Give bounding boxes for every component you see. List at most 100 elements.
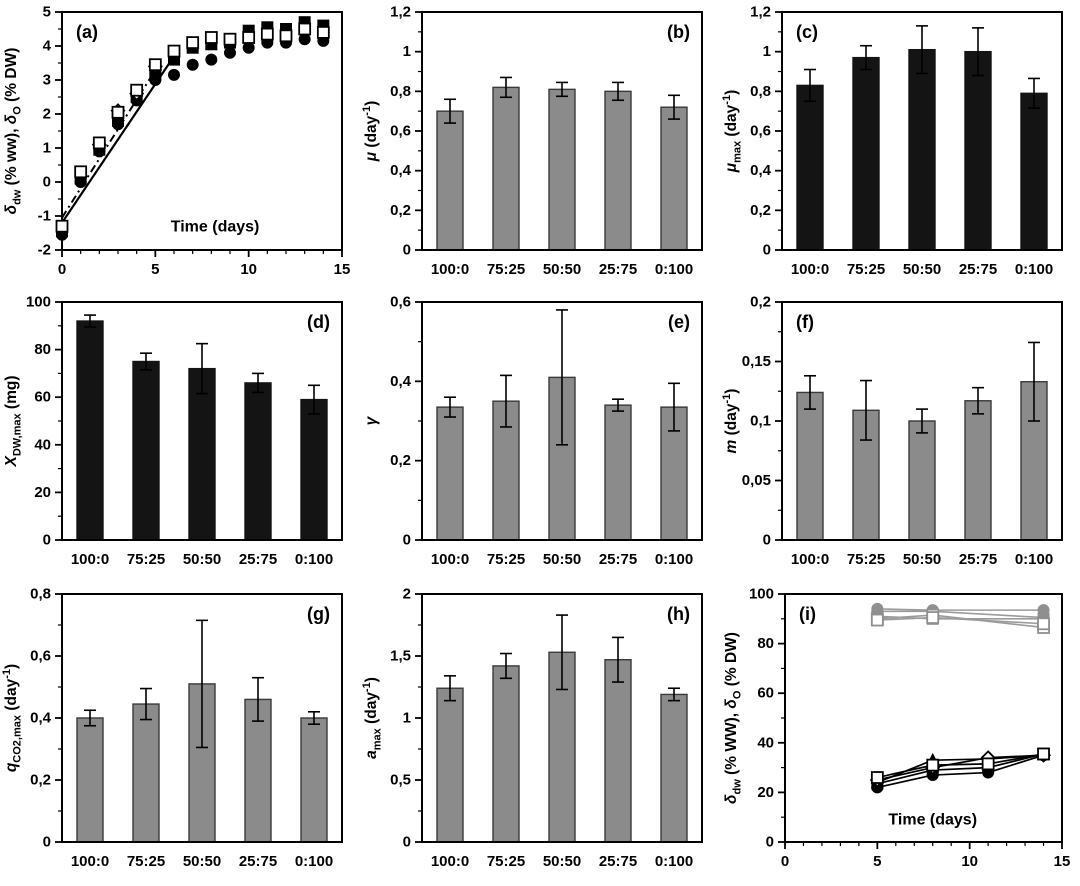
svg-text:0: 0 [781, 853, 789, 870]
svg-text:Time (days): Time (days) [888, 812, 977, 829]
svg-text:0,15: 0,15 [742, 353, 771, 370]
svg-text:0:100: 0:100 [1015, 551, 1053, 568]
svg-text:1: 1 [403, 43, 411, 60]
chart-svg-g: 0 0,2 0,4 0,6 0,8 100:0 75:25 50:50 25:75 0:100 qC… [0, 580, 360, 886]
svg-text:75:25: 75:25 [847, 261, 885, 278]
svg-text:δdw (% WW), δO (% DW): δdw (% WW), δO (% DW) [723, 632, 744, 804]
svg-text:2: 2 [43, 106, 51, 123]
svg-text:0: 0 [766, 834, 774, 851]
svg-text:(f): (f) [796, 312, 814, 332]
svg-text:50:50: 50:50 [543, 551, 581, 568]
svg-text:0,2: 0,2 [750, 294, 771, 311]
svg-text:0,2: 0,2 [30, 772, 51, 789]
svg-text:25:75: 25:75 [599, 853, 637, 870]
svg-text:50:50: 50:50 [903, 551, 941, 568]
svg-text:0: 0 [58, 261, 66, 278]
svg-text:0,2: 0,2 [390, 452, 411, 469]
panel-e-chart: 0 0,2 0,4 0,6 100:0 75:25 50:50 25:75 0:100 γ (e) [360, 290, 720, 580]
svg-text:(b): (b) [667, 22, 690, 42]
svg-text:1,2: 1,2 [750, 4, 771, 21]
svg-text:100:0: 100:0 [71, 853, 109, 870]
svg-text:40: 40 [757, 734, 774, 751]
svg-text:75:25: 75:25 [847, 551, 885, 568]
svg-text:0: 0 [763, 532, 771, 549]
svg-text:0,6: 0,6 [390, 294, 411, 311]
svg-text:100:0: 100:0 [431, 551, 469, 568]
svg-text:15: 15 [1054, 853, 1071, 870]
svg-text:-2: -2 [38, 242, 51, 259]
svg-text:0:100: 0:100 [655, 261, 693, 278]
svg-text:25:75: 25:75 [959, 261, 997, 278]
svg-text:0,1: 0,1 [750, 413, 771, 430]
svg-text:0,05: 0,05 [742, 472, 771, 489]
svg-text:(d): (d) [307, 312, 330, 332]
svg-text:50:50: 50:50 [183, 853, 221, 870]
panel-d-chart: 0 20 40 60 80 100 100:0 75:25 50:50 25:75 0:100 XDW… [0, 290, 360, 580]
svg-text:μmax (day-1): μmax (day-1) [721, 90, 744, 174]
svg-text:0,4: 0,4 [390, 162, 412, 179]
svg-text:5: 5 [873, 853, 881, 870]
svg-text:m (day-1): m (day-1) [721, 389, 740, 454]
svg-text:(c): (c) [796, 22, 818, 42]
panel-f-chart: 0 0,05 0,1 0,15 0,2 100:0 75:25 50:50 25:75 0:100… [720, 290, 1080, 580]
svg-text:100:0: 100:0 [71, 551, 109, 568]
svg-text:25:75: 25:75 [959, 551, 997, 568]
svg-text:50:50: 50:50 [183, 551, 221, 568]
svg-text:4: 4 [43, 38, 52, 55]
svg-text:100:0: 100:0 [791, 261, 829, 278]
svg-text:1,2: 1,2 [390, 4, 411, 21]
svg-text:0,2: 0,2 [750, 202, 771, 219]
svg-text:75:25: 75:25 [487, 261, 525, 278]
svg-text:0,4: 0,4 [750, 162, 772, 179]
svg-text:qCO2,max (day-1): qCO2,max (day-1) [1, 664, 24, 772]
svg-text:0,2: 0,2 [390, 202, 411, 219]
chart-svg-b: 0 0,2 0,4 0,6 0,8 1 1,2 100:0 75:25 50:50 25:75 0:1… [360, 0, 720, 290]
svg-text:100:0: 100:0 [431, 853, 469, 870]
svg-text:100:0: 100:0 [791, 551, 829, 568]
chart-svg-c: 0 0,2 0,4 0,6 0,8 1 1,2 100:0 75:25 50:50 25:75 0:1… [720, 0, 1080, 290]
svg-text:0,4: 0,4 [390, 373, 412, 390]
svg-text:75:25: 75:25 [487, 551, 525, 568]
svg-text:2: 2 [403, 586, 411, 603]
chart-svg-h: 0 0,5 1 1,5 2 100:0 75:25 50:50 25:75 0:100 amax (… [360, 580, 720, 886]
svg-text:(a): (a) [76, 22, 98, 42]
svg-text:25:75: 25:75 [599, 551, 637, 568]
svg-text:0: 0 [403, 834, 411, 851]
svg-text:0: 0 [403, 532, 411, 549]
svg-text:1: 1 [43, 140, 51, 157]
panel-g-chart: 0 0,2 0,4 0,6 0,8 100:0 75:25 50:50 25:75 0:100 qC… [0, 580, 360, 886]
svg-text:20: 20 [757, 784, 774, 801]
svg-text:60: 60 [34, 389, 51, 406]
panel-b-chart: 0 0,2 0,4 0,6 0,8 1 1,2 100:0 75:25 50:50 25:75 0:1… [360, 0, 720, 290]
svg-text:μ (day-1): μ (day-1) [361, 101, 380, 163]
svg-text:100: 100 [26, 294, 51, 311]
chart-svg-e: 0 0,2 0,4 0,6 100:0 75:25 50:50 25:75 0:100 γ (e) [360, 290, 720, 580]
svg-text:1,5: 1,5 [390, 648, 411, 665]
svg-text:1: 1 [403, 710, 411, 727]
svg-text:0,6: 0,6 [750, 123, 771, 140]
svg-text:0: 0 [43, 174, 51, 191]
svg-text:25:75: 25:75 [599, 261, 637, 278]
svg-text:3: 3 [43, 72, 51, 89]
svg-text:1: 1 [763, 43, 771, 60]
svg-text:25:75: 25:75 [239, 853, 277, 870]
svg-text:10: 10 [240, 261, 257, 278]
svg-text:75:25: 75:25 [127, 853, 165, 870]
panel-i-chart: 0 20 40 60 80 100 0 5 10 15 Time (days) δdw (% WW),… [720, 580, 1080, 886]
svg-text:0,8: 0,8 [30, 586, 51, 603]
svg-text:50:50: 50:50 [543, 853, 581, 870]
svg-text:γ: γ [363, 415, 380, 425]
svg-text:(h): (h) [667, 604, 690, 624]
svg-text:80: 80 [757, 635, 774, 652]
svg-text:(g): (g) [307, 604, 330, 624]
svg-text:0: 0 [403, 242, 411, 259]
svg-text:50:50: 50:50 [903, 261, 941, 278]
svg-text:δdw (% ww), δO (% DW): δdw (% ww), δO (% DW) [3, 48, 24, 215]
svg-text:80: 80 [34, 341, 51, 358]
svg-text:0,5: 0,5 [390, 772, 411, 789]
svg-text:Time (days): Time (days) [171, 218, 260, 235]
svg-text:75:25: 75:25 [487, 853, 525, 870]
svg-text:0,6: 0,6 [390, 123, 411, 140]
chart-svg-i: 0 20 40 60 80 100 0 5 10 15 Time (days) δdw (% WW),… [720, 580, 1080, 886]
